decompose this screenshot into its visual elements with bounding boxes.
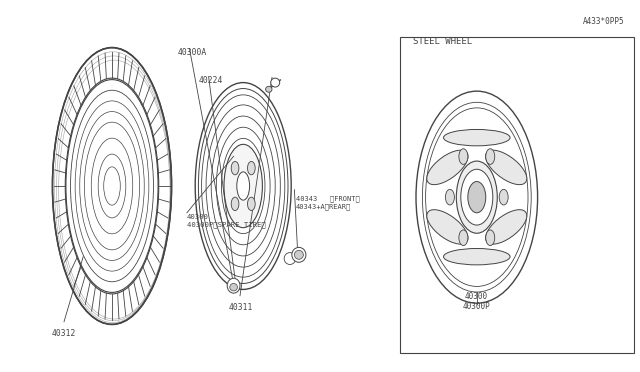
Ellipse shape [456,161,497,233]
Ellipse shape [292,247,306,262]
Ellipse shape [248,197,255,211]
Ellipse shape [66,80,158,292]
Text: A433*0PP5: A433*0PP5 [582,17,624,26]
Ellipse shape [248,161,255,175]
Text: 40343   〈FRONT〉
40343+A〈REAR〉: 40343 〈FRONT〉 40343+A〈REAR〉 [296,195,360,209]
Ellipse shape [459,230,468,246]
Ellipse shape [444,248,510,265]
Text: 40311: 40311 [229,303,253,312]
Text: STEEL WHEEL: STEEL WHEEL [413,37,472,46]
Ellipse shape [230,283,237,291]
Ellipse shape [459,149,468,164]
Ellipse shape [231,161,239,175]
Ellipse shape [486,149,495,164]
Ellipse shape [445,189,454,205]
Text: 40300
40300P: 40300 40300P [462,292,490,311]
Ellipse shape [224,144,262,228]
Ellipse shape [266,86,272,92]
Ellipse shape [461,169,493,225]
Ellipse shape [486,210,527,244]
Ellipse shape [427,150,468,185]
Ellipse shape [284,253,296,264]
Ellipse shape [195,83,291,289]
Ellipse shape [499,189,508,205]
Text: 40300A: 40300A [178,48,207,57]
Ellipse shape [486,230,495,246]
Ellipse shape [468,182,486,213]
Bar [400,37,634,353]
Text: 40300
40300P〈SPARE TIRE〉: 40300 40300P〈SPARE TIRE〉 [187,214,266,228]
Ellipse shape [416,91,538,303]
Ellipse shape [231,197,239,211]
Ellipse shape [52,48,172,324]
Ellipse shape [426,108,528,286]
Ellipse shape [294,250,303,259]
Text: 40312: 40312 [52,329,76,338]
Ellipse shape [271,78,280,87]
Ellipse shape [486,150,527,185]
Ellipse shape [444,129,510,146]
Ellipse shape [237,172,250,200]
Text: 40224: 40224 [198,76,223,85]
Ellipse shape [227,278,240,293]
Ellipse shape [427,210,468,244]
